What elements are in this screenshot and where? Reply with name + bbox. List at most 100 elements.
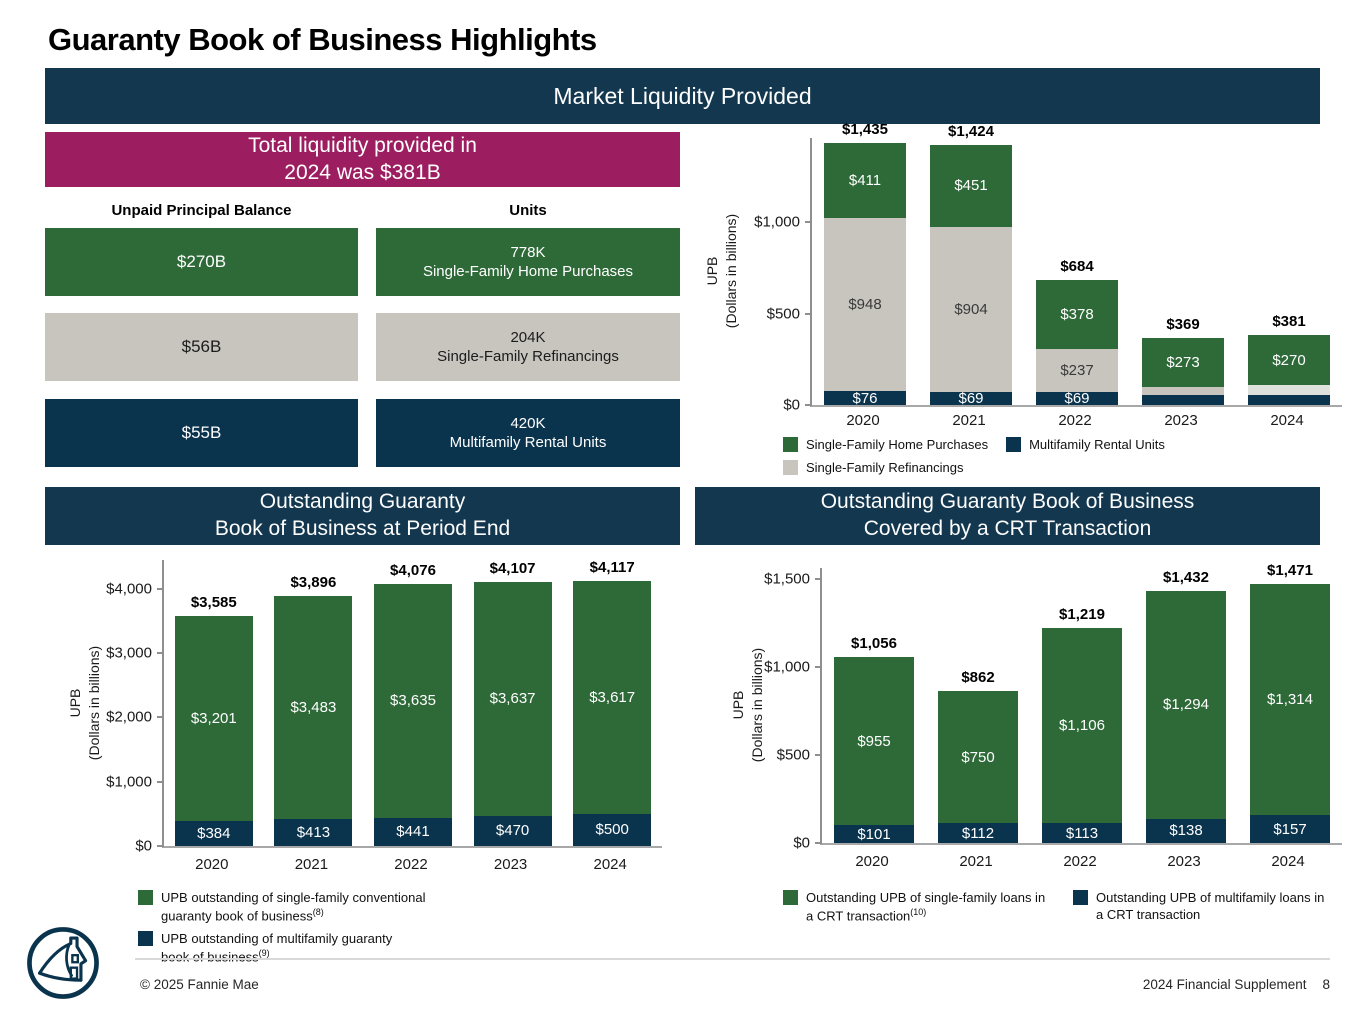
- y-tick-mark: [805, 404, 812, 406]
- bar-slot: $470 $3,637 $4,107: [463, 560, 563, 846]
- bar-slot: $384 $3,201 $3,585: [164, 560, 264, 846]
- segment-single-family-loans-in-a-crt-transaction: $1,314: [1250, 583, 1330, 816]
- segment-value-label: $3,637: [489, 690, 536, 708]
- upb-box-multifamily: $55B: [45, 399, 358, 467]
- x-axis-labels: 2020 2021 2022 2023 2024: [162, 856, 660, 880]
- segment-single-family-conventional-guaranty-book: $3,201: [174, 615, 253, 822]
- bar-total-label: $1,471: [1267, 561, 1313, 579]
- units-count: 420K: [510, 414, 546, 432]
- fannie-mae-logo: [27, 927, 99, 999]
- segment-value-label: $273: [1166, 354, 1200, 371]
- legend-item: Outstanding UPB of multifamily loans in …: [1073, 890, 1331, 925]
- bar-slot: $101 $955 $1,056: [822, 568, 926, 843]
- bar-2022: $113 $1,106 $1,219: [1042, 568, 1122, 843]
- y-axis-title-line2: (Dollars in billions): [723, 213, 739, 329]
- bar-slot: $273 $369: [1130, 138, 1236, 405]
- y-tick-label: $1,000: [764, 658, 810, 676]
- segment-value-label: $3,201: [190, 709, 237, 727]
- segment-multifamily-loans-in-a-crt-transaction: $113: [1042, 823, 1122, 843]
- segment-value-label: $1,106: [1059, 717, 1105, 735]
- segment-value-label: $69: [958, 390, 984, 408]
- segment-value-label: $750: [961, 748, 995, 766]
- legend-label: Outstanding UPB of multifamily loans in …: [1096, 890, 1325, 922]
- segment-value-label: $378: [1060, 306, 1094, 323]
- bar-slot: $138 $1,294 $1,432: [1134, 568, 1238, 843]
- segment-single-family-refinancings: $237: [1036, 349, 1118, 393]
- bar-total-label: $1,435: [842, 120, 888, 138]
- crt-legend: Outstanding UPB of single-family loans i…: [783, 890, 1343, 925]
- market-liquidity-banner-label: Market Liquidity Provided: [553, 82, 812, 109]
- y-tick-label: $1,000: [754, 213, 800, 231]
- units-box-multifamily: 420K Multifamily Rental Units: [376, 399, 680, 467]
- bar-2021: $69 $904 $451 $1,424: [930, 123, 1012, 408]
- segment-multifamily-rental-units: [1248, 394, 1330, 405]
- legend-label: Single-Family Home Purchases: [806, 437, 989, 452]
- x-category-label: 2022: [1058, 412, 1092, 429]
- bar-total-label: $1,424: [948, 122, 994, 140]
- x-category-label: 2020: [855, 853, 889, 870]
- bar-slot: $500 $3,617 $4,117: [562, 559, 662, 846]
- footer-divider: [135, 958, 1330, 960]
- segment-multifamily-loans-in-a-crt-transaction: $101: [834, 825, 914, 843]
- y-tick-label: $0: [135, 837, 152, 855]
- segment-single-family-refinancings: $904: [930, 227, 1012, 393]
- x-category-label: 2024: [1271, 853, 1305, 870]
- copyright: © 2025 Fannie Mae: [140, 977, 259, 992]
- bar-slot: $112 $750 $862: [926, 568, 1030, 843]
- segment-value-label: $955: [857, 732, 891, 750]
- legend-swatch-navy: [138, 931, 153, 947]
- plot-area: $0 $1,000 $2,000 $3,000 $4,000 $384 $3,201 $3,5…: [106, 559, 662, 855]
- segment-value-label: $384: [197, 825, 231, 843]
- legend-item: Single-Family Refinancings: [783, 459, 964, 477]
- segment-value-label: $451: [954, 177, 988, 195]
- bar-slot: $441 $3,635 $4,076: [363, 560, 463, 846]
- bar-2024: $500 $3,617 $4,117: [573, 559, 652, 846]
- legend-item: Multifamily Rental Units: [1006, 437, 1165, 454]
- upb-box-refinancings: $56B: [45, 313, 358, 381]
- y-tick-label: $0: [783, 396, 800, 414]
- legend-label: Multifamily Rental Units: [1029, 437, 1165, 452]
- panel-header-line1: Outstanding Guaranty: [259, 490, 466, 514]
- segment-value-label: $3,635: [390, 692, 436, 710]
- panel-header-line1: Outstanding Guaranty Book of Business: [820, 490, 1195, 514]
- units-count: 778K: [510, 243, 546, 261]
- total-liquidity-callout: Total liquidity provided in 2024 was $38…: [45, 132, 680, 187]
- bar-total-label: $1,219: [1059, 606, 1105, 624]
- segment-single-family-home-purchases: $451: [930, 144, 1012, 228]
- segment-value-label: $138: [1169, 822, 1203, 840]
- segment-value-label: $411: [848, 171, 882, 189]
- bar-2024: $270 $381: [1248, 138, 1330, 405]
- y-tick-mark: [157, 652, 164, 655]
- y-axis-title-line1: UPB: [704, 256, 721, 286]
- legend-item: UPB outstanding of single-family convent…: [138, 890, 430, 925]
- y-tick-label: $500: [776, 746, 810, 764]
- units-count: 204K: [510, 328, 546, 346]
- segment-single-family-loans-in-a-crt-transaction: $955: [834, 656, 914, 826]
- bar-slot: $69 $904 $451 $1,424: [918, 123, 1024, 408]
- x-category-label: 2024: [1270, 412, 1304, 429]
- market-liquidity-banner: Market Liquidity Provided: [45, 68, 1320, 124]
- bar-slot: $113 $1,106 $1,219: [1030, 568, 1134, 843]
- x-category-label: 2023: [1164, 412, 1198, 429]
- y-axis-title: UPB (Dollars in billions): [66, 646, 104, 760]
- legend-swatch-green: [783, 890, 798, 905]
- y-tick-label: $3,000: [106, 644, 152, 662]
- segment-multifamily-guaranty-book: $470: [473, 815, 552, 846]
- legend-item: Single-Family Home Purchases: [783, 437, 988, 454]
- bar-2021: $413 $3,483 $3,896: [274, 560, 353, 846]
- segment-value-label: $500: [595, 821, 629, 839]
- y-tick-mark: [815, 753, 822, 756]
- y-tick-mark: [157, 716, 164, 719]
- bar-2020: $384 $3,201 $3,585: [174, 560, 253, 846]
- y-tick-label: $2,000: [106, 708, 152, 726]
- segment-value-label: $76: [852, 389, 878, 407]
- legend-item: Outstanding UPB of single-family loans i…: [783, 890, 1055, 925]
- segment-value-label: $413: [296, 824, 331, 842]
- y-tick-mark: [805, 312, 812, 315]
- segment-value-label: $948: [848, 295, 882, 313]
- upb-value: $270B: [176, 251, 227, 271]
- y-axis-title: UPB (Dollars in billions): [703, 214, 741, 328]
- x-category-label: 2023: [493, 856, 528, 873]
- segment-value-label: $3,483: [290, 699, 337, 717]
- doc-title: 2024 Financial Supplement: [1142, 977, 1307, 992]
